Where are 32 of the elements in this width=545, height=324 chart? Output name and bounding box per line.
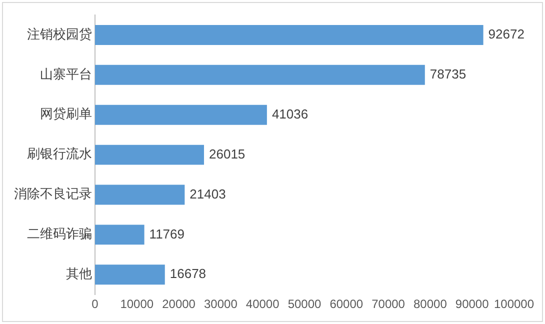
data-label: 11769 [149,226,184,242]
y-tick-label: 注销校园贷 [27,27,92,42]
y-tick-label: 网贷刷单 [40,107,92,122]
x-tick-label: 100000 [494,297,534,312]
y-tick-label: 山寨平台 [40,66,92,82]
bar [95,24,484,45]
bar [95,104,267,125]
bar [95,184,185,205]
bar [95,64,425,85]
y-tick-label: 消除不良记录 [14,187,92,202]
x-tick-label: 10000 [120,297,154,312]
x-tick-label: 0 [92,297,99,312]
y-tick-label: 刷银行流水 [27,146,92,162]
x-tick-label: 50000 [288,297,322,312]
data-label: 21403 [190,186,226,202]
data-label: 16678 [170,266,206,282]
x-tick-label: 30000 [204,297,238,312]
bar [95,144,204,165]
y-tick-label: 其他 [66,267,92,282]
data-label: 41036 [272,106,308,122]
data-label: 92672 [488,26,524,42]
x-tick-label: 20000 [162,297,196,312]
bar [95,264,165,285]
x-tick-label: 80000 [414,297,448,312]
y-tick-label: 二维码诈骗 [27,227,92,242]
x-tick-label: 40000 [246,297,280,312]
x-tick-label: 90000 [455,297,490,312]
data-label: 78735 [430,66,466,82]
bar [95,224,144,245]
data-label: 26015 [209,146,246,162]
x-tick-label: 60000 [330,297,364,312]
x-tick-label: 70000 [372,297,406,312]
